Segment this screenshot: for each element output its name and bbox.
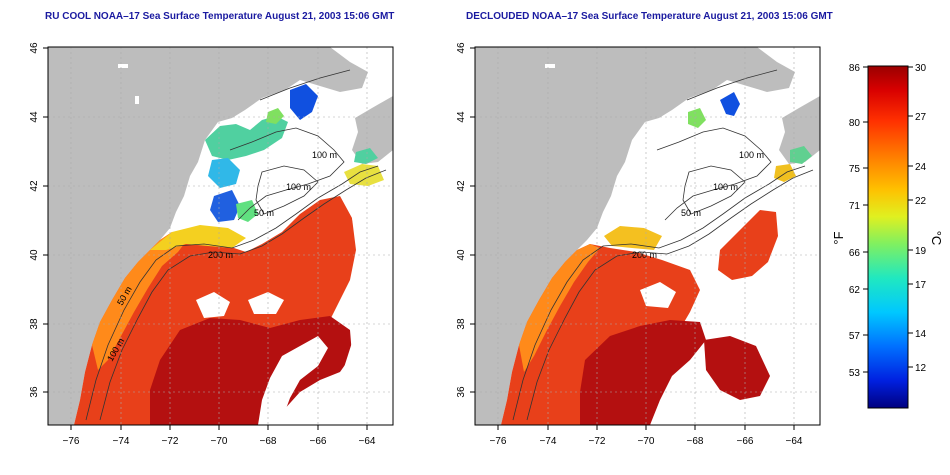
celsius-label: °C <box>929 231 944 246</box>
celsius-tick: 24 <box>915 162 927 173</box>
temperature-colorbar: 86 80 75 71 66 62 57 53 30 27 24 22 19 1… <box>831 63 944 409</box>
y-tick-label: 38 <box>29 318 40 330</box>
cool-patch <box>790 146 812 164</box>
coastal-orange <box>92 232 190 370</box>
hot-water <box>150 316 352 425</box>
cool-patch <box>210 190 240 222</box>
bathymetry-contours <box>85 69 387 421</box>
contour-label: 100 m <box>286 182 311 192</box>
fahrenheit-tick: 53 <box>849 368 861 379</box>
hot-water <box>580 320 706 425</box>
contour-label: 100 m <box>713 182 738 192</box>
contour-label: 100 m <box>312 150 337 160</box>
cool-patch <box>344 164 384 186</box>
contour-label: 50 m <box>254 208 274 218</box>
graticule <box>48 47 393 425</box>
x-tick-label: −74 <box>113 436 130 447</box>
fahrenheit-tick: 71 <box>849 201 861 212</box>
land-mass <box>48 47 368 425</box>
shelf-break-yellow <box>150 225 246 250</box>
left-map-title: RU COOL NOAA–17 Sea Surface Temperature … <box>45 11 395 22</box>
y-tick-label: 36 <box>456 386 467 398</box>
shelf-break-yellow <box>604 226 662 250</box>
cool-patch <box>688 108 706 128</box>
x-tick-label: −66 <box>737 436 754 447</box>
fahrenheit-tick: 57 <box>849 331 861 342</box>
fahrenheit-tick: 62 <box>849 285 861 296</box>
cloud-mask <box>352 208 393 300</box>
cloud-mask <box>300 318 393 425</box>
cool-patch <box>720 92 740 116</box>
fahrenheit-label: °F <box>831 231 846 244</box>
cool-patch <box>205 116 288 160</box>
cool-patch <box>208 158 240 188</box>
celsius-tick: 17 <box>915 280 927 291</box>
celsius-tick: 14 <box>915 329 927 340</box>
y-tick-label: 46 <box>29 42 40 54</box>
contour-label: 100 m <box>739 150 764 160</box>
right-map: 100 m 100 m 50 m 200 m <box>474 46 821 426</box>
celsius-tick: 30 <box>915 63 927 74</box>
nova-scotia <box>352 96 393 164</box>
y-tick-label: 44 <box>456 111 467 123</box>
cloud-mask <box>640 282 676 308</box>
fahrenheit-tick: 86 <box>849 63 861 74</box>
x-tick-label: −76 <box>63 436 80 447</box>
y-tick-label: 38 <box>456 318 467 330</box>
fahrenheit-tick: 66 <box>849 248 861 259</box>
celsius-tick: 19 <box>915 246 927 257</box>
cool-patch <box>266 108 284 124</box>
coastal-orange <box>519 244 600 372</box>
celsius-tick: 27 <box>915 112 927 123</box>
celsius-tick: 22 <box>915 196 927 207</box>
land-mass <box>475 47 795 425</box>
fahrenheit-tick: 75 <box>849 164 861 175</box>
y-tick-label: 40 <box>456 249 467 261</box>
contour-label: 50 m <box>681 208 701 218</box>
graticule <box>475 47 820 425</box>
cloud-mask <box>248 292 284 314</box>
nova-scotia <box>779 96 820 164</box>
fahrenheit-tick: 80 <box>849 118 861 129</box>
x-tick-label: −64 <box>359 436 376 447</box>
x-tick-label: −68 <box>260 436 277 447</box>
right-map-title: DECLOUDED NOAA–17 Sea Surface Temperatur… <box>466 11 833 22</box>
y-tick-label: 40 <box>29 249 40 261</box>
x-tick-label: −74 <box>540 436 557 447</box>
y-tick-label: 42 <box>456 180 467 192</box>
x-tick-label: −72 <box>589 436 606 447</box>
contour-label: 200 m <box>632 250 657 260</box>
cool-patch <box>290 84 318 120</box>
y-tick-label: 44 <box>29 111 40 123</box>
x-tick-label: −66 <box>310 436 327 447</box>
y-tick-label: 46 <box>456 42 467 54</box>
left-map: 100 m 100 m 50 m 200 m 50 m 100 m <box>47 46 394 426</box>
x-tick-label: −72 <box>162 436 179 447</box>
contour-label: 200 m <box>208 250 233 260</box>
celsius-tick: 12 <box>915 363 927 374</box>
x-tick-label: −70 <box>638 436 655 447</box>
cool-patch <box>354 148 378 164</box>
y-tick-label: 42 <box>29 180 40 192</box>
x-tick-label: −70 <box>211 436 228 447</box>
x-tick-label: −64 <box>786 436 803 447</box>
cloud-mask <box>760 280 820 425</box>
bathymetry-contours <box>512 69 814 421</box>
x-tick-label: −76 <box>490 436 507 447</box>
y-tick-label: 36 <box>29 386 40 398</box>
tick-marks <box>43 47 795 430</box>
x-tick-label: −68 <box>687 436 704 447</box>
cloud-mask <box>196 292 230 318</box>
cloud-mask <box>258 336 328 425</box>
hot-patch <box>704 336 770 400</box>
warm-patch <box>718 210 778 280</box>
